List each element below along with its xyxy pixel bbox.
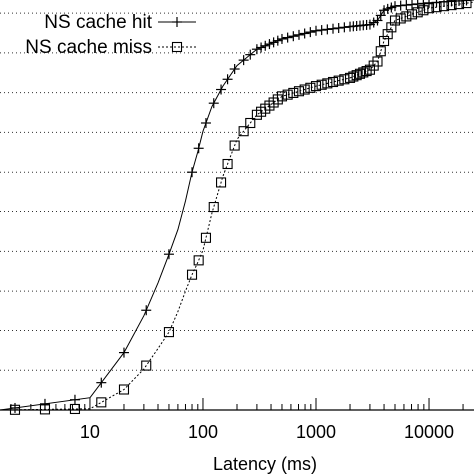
data-point-square: [386, 22, 397, 33]
data-point-square: [163, 327, 175, 338]
data-point-square: [423, 3, 435, 14]
data-point-square: [401, 11, 412, 22]
data-point-square: [276, 91, 288, 102]
series-cache-hit: [0, 0, 474, 413]
data-point-square: [438, 1, 450, 12]
data-point-square: [354, 68, 366, 79]
data-point-square: [299, 84, 310, 95]
data-point-square: [378, 35, 390, 47]
series-line: [0, 1, 474, 411]
data-point-square: [238, 126, 249, 137]
data-point-square: [245, 117, 256, 129]
data-point-square: [96, 397, 107, 408]
axis-layer: 10 100 1000 10000: [0, 398, 474, 442]
data-point-square: [186, 269, 198, 280]
data-point-square: [382, 29, 393, 40]
data-point-square: [375, 46, 386, 57]
data-point-square: [171, 41, 183, 53]
data-point-square: [333, 75, 344, 86]
data-point-square: [69, 403, 81, 415]
data-point-square: [412, 7, 423, 18]
data-point-square: [395, 13, 406, 24]
data-point-square: [200, 232, 212, 243]
data-point-square: [305, 82, 316, 93]
data-point-square: [389, 15, 401, 26]
x-tick-label: 10000: [404, 422, 454, 442]
data-point-square: [118, 384, 130, 395]
data-point-square: [406, 9, 418, 20]
x-tick-label: 100: [188, 422, 218, 442]
data-point-square: [193, 255, 204, 266]
legend-entry: NS cache hit: [44, 12, 196, 33]
data-point-square: [351, 70, 362, 81]
data-point-square: [372, 56, 383, 67]
data-point-square: [453, 0, 465, 10]
legend: NS cache hit NS cache miss: [25, 12, 196, 58]
legend-entry: NS cache miss: [25, 37, 196, 58]
series-cache-miss: [0, 0, 474, 415]
x-axis-title: Latency (ms): [213, 454, 317, 474]
data-point-square: [418, 5, 429, 16]
series-layer: [0, 0, 474, 415]
data-point-square: [293, 86, 305, 97]
data-point-square: [208, 202, 219, 213]
data-point-square: [141, 360, 152, 371]
x-tick-label: 1000: [296, 422, 336, 442]
data-point-square: [327, 76, 339, 88]
data-point-square: [322, 78, 333, 89]
legend-label: NS cache miss: [25, 37, 152, 58]
series-line: [0, 0, 474, 411]
data-point-square: [348, 71, 359, 82]
grid-layer: [0, 12, 474, 371]
data-point-square: [344, 72, 356, 83]
legend-label: NS cache hit: [44, 12, 152, 33]
data-point-square: [310, 81, 322, 92]
data-point-square: [358, 67, 369, 78]
x-tick-label: 10: [80, 422, 100, 442]
data-point-square: [316, 79, 327, 90]
data-point-square: [282, 89, 293, 100]
data-point-square: [361, 66, 372, 77]
data-point-square: [288, 87, 299, 98]
data-point-square: [222, 158, 233, 170]
data-point-square: [446, 0, 457, 11]
data-point-square: [229, 140, 240, 151]
data-point-square: [431, 2, 442, 13]
data-point-square: [216, 177, 227, 188]
data-point-square: [461, 0, 472, 9]
